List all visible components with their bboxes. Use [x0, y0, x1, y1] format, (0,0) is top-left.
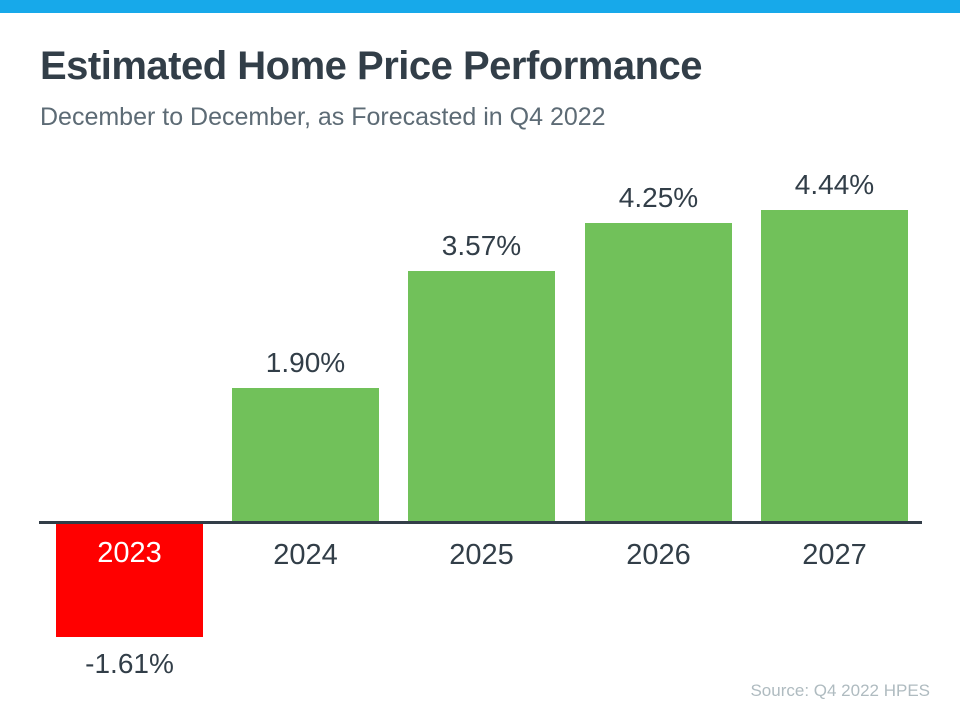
- category-label-2025: 2025: [449, 539, 514, 571]
- category-label-2023: 2023: [97, 537, 162, 569]
- value-label-2027: 4.44%: [794, 169, 875, 200]
- top-accent-bar: [0, 0, 960, 13]
- category-label-2026: 2026: [626, 539, 691, 571]
- x-axis-line: [39, 521, 922, 524]
- value-label-2025: 3.57%: [441, 230, 522, 261]
- chart-title: Estimated Home Price Performance: [40, 44, 703, 88]
- value-label-2024: 1.90%: [265, 347, 346, 378]
- bar-2026: [585, 223, 732, 521]
- category-label-2027: 2027: [802, 539, 867, 571]
- bar-2025: [408, 271, 555, 521]
- source-note: Source: Q4 2022 HPES: [750, 681, 930, 700]
- category-label-2024: 2024: [273, 539, 338, 571]
- bar-2023: [56, 524, 203, 637]
- value-label-2026: 4.25%: [618, 182, 699, 213]
- bar-2024: [232, 388, 379, 521]
- value-label-2023: -1.61%: [85, 648, 174, 679]
- bar-2027: [761, 210, 908, 521]
- chart-subtitle: December to December, as Forecasted in Q…: [40, 103, 606, 131]
